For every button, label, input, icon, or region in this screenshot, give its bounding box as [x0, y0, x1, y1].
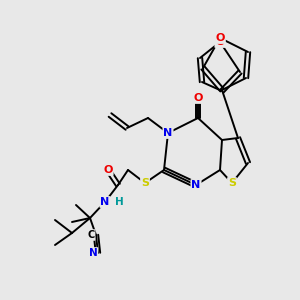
Text: S: S	[141, 178, 149, 188]
Text: O: O	[103, 165, 113, 175]
Text: O: O	[215, 33, 225, 43]
Text: N: N	[88, 248, 98, 258]
Text: S: S	[228, 178, 236, 188]
Text: O: O	[193, 93, 203, 103]
Text: N: N	[100, 197, 109, 207]
Text: N: N	[191, 180, 201, 190]
Text: O: O	[215, 37, 225, 47]
Text: C: C	[87, 230, 94, 240]
Text: N: N	[164, 128, 172, 138]
Text: H: H	[115, 197, 123, 207]
